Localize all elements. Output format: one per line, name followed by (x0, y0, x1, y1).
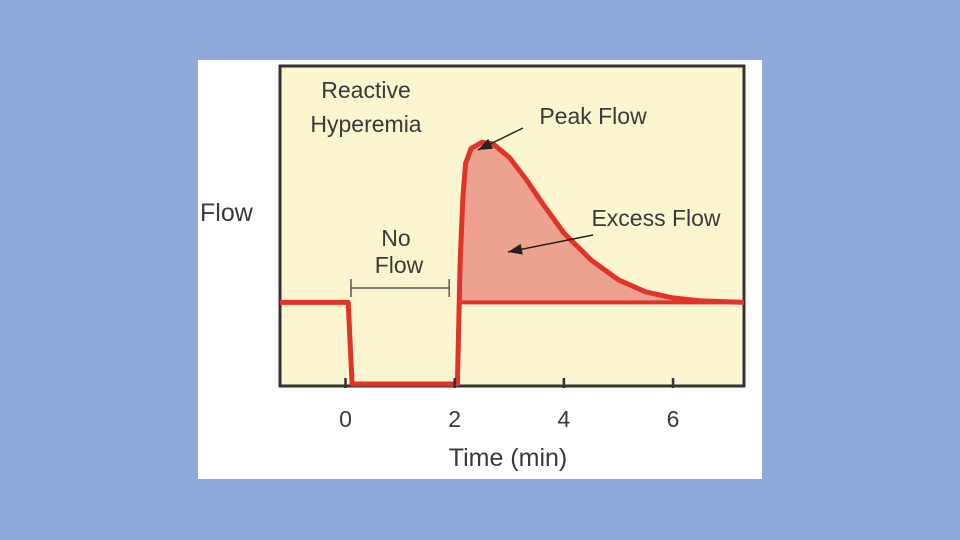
excess-flow-arrow-head (508, 243, 523, 255)
x-axis-label: Time (min) (449, 444, 568, 472)
x-tick-label: 2 (448, 406, 461, 432)
x-tick-label: 4 (557, 406, 570, 432)
annotation-title-line2: Hyperemia (310, 111, 421, 137)
annotation-no-flow-line1: No (381, 225, 410, 251)
reactive-hyperemia-chart: 0 2 4 6 Reactive Hyperemia Peak Flow Excess… (200, 64, 746, 472)
annotation-peak-flow: Peak Flow (539, 103, 647, 129)
annotation-title-line1: Reactive (321, 77, 410, 103)
figure-card: 0 2 4 6 Reactive Hyperemia Peak Flow Excess… (198, 60, 762, 479)
x-tick-label: 6 (667, 406, 680, 432)
y-axis-label: Flow (200, 199, 254, 227)
annotation-excess-flow: Excess Flow (591, 205, 720, 231)
x-tick-label: 0 (339, 406, 352, 432)
annotation-no-flow-line2: Flow (375, 252, 424, 278)
excess-flow-area (460, 142, 744, 303)
peak-flow-arrow-head (478, 138, 493, 150)
excess-flow-arrow-shaft (507, 234, 594, 253)
